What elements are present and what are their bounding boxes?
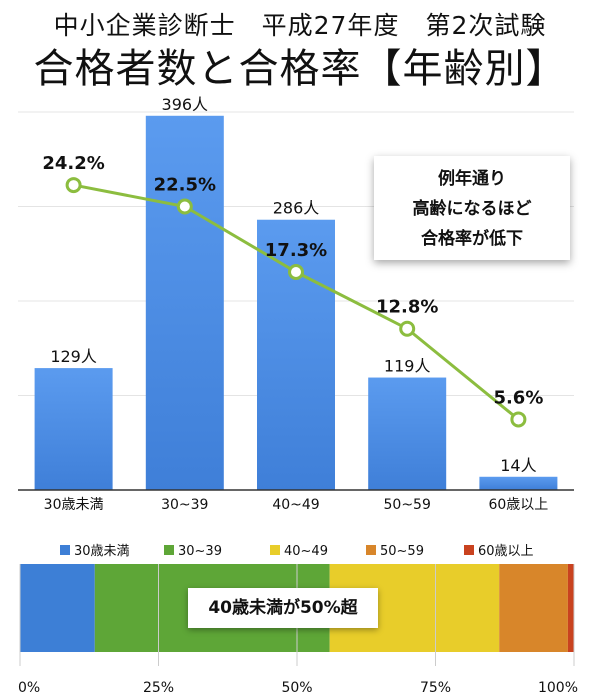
stack-seg-0 bbox=[20, 564, 95, 652]
bar-0 bbox=[34, 368, 113, 490]
summary-badge: 40歳未満が50%超 bbox=[188, 588, 378, 628]
stack-tick-3: 75% bbox=[420, 680, 451, 696]
legend-label-4: 60歳以上 bbox=[478, 544, 534, 559]
legend-swatch-1 bbox=[164, 545, 174, 555]
callout-line3: 合格率が低下 bbox=[421, 229, 523, 249]
legend-label-2: 40~49 bbox=[284, 544, 328, 559]
rate-label-2: 17.3% bbox=[265, 240, 327, 261]
rate-label-1: 22.5% bbox=[154, 175, 216, 196]
x-tick-2: 40~49 bbox=[272, 497, 319, 513]
bar-3 bbox=[368, 377, 447, 490]
legend-swatch-3 bbox=[366, 545, 376, 555]
x-tick-0: 30歳未満 bbox=[44, 497, 104, 513]
bar-label-2: 286人 bbox=[273, 199, 320, 218]
stack-tick-0: 0% bbox=[18, 680, 40, 696]
legend-swatch-2 bbox=[270, 545, 280, 555]
rate-label-4: 5.6% bbox=[493, 387, 543, 408]
rate-label-0: 24.2% bbox=[42, 153, 104, 174]
bar-label-4: 14人 bbox=[500, 456, 536, 475]
rate-point-4 bbox=[510, 411, 527, 428]
legend-label-1: 30~39 bbox=[178, 544, 222, 559]
callout-note: 例年通り 高齢になるほど 合格率が低下 bbox=[374, 156, 570, 260]
bar-1 bbox=[145, 115, 224, 490]
callout-line2: 高齢になるほど bbox=[412, 199, 532, 219]
legend-label-3: 50~59 bbox=[380, 544, 424, 559]
bar-4 bbox=[479, 476, 558, 490]
x-tick-3: 50~59 bbox=[384, 497, 431, 513]
rate-point-0 bbox=[65, 177, 82, 194]
rate-point-3 bbox=[399, 320, 416, 337]
stack-seg-3 bbox=[499, 564, 568, 652]
bar-label-1: 396人 bbox=[162, 95, 209, 114]
x-tick-1: 30~39 bbox=[161, 497, 208, 513]
legend-swatch-0 bbox=[60, 545, 70, 555]
title-line2: 合格者数と合格率【年齢別】 bbox=[33, 46, 567, 92]
legend-label-0: 30歳未満 bbox=[74, 544, 130, 559]
rate-label-3: 12.8% bbox=[376, 297, 438, 318]
rate-point-1 bbox=[176, 198, 193, 215]
x-tick-4: 60歳以上 bbox=[488, 497, 548, 513]
stack-tick-1: 25% bbox=[143, 680, 174, 696]
title-line1: 中小企業診断士 平成27年度 第2次試験 bbox=[53, 11, 547, 40]
legend-swatch-4 bbox=[464, 545, 474, 555]
stack-tick-2: 50% bbox=[281, 680, 312, 696]
bar-label-0: 129人 bbox=[50, 347, 97, 366]
stack-seg-4 bbox=[567, 564, 574, 652]
stack-tick-4: 100% bbox=[538, 680, 578, 696]
callout-line1: 例年通り bbox=[438, 169, 506, 189]
bar-label-3: 119人 bbox=[384, 357, 431, 376]
rate-point-2 bbox=[288, 264, 304, 281]
